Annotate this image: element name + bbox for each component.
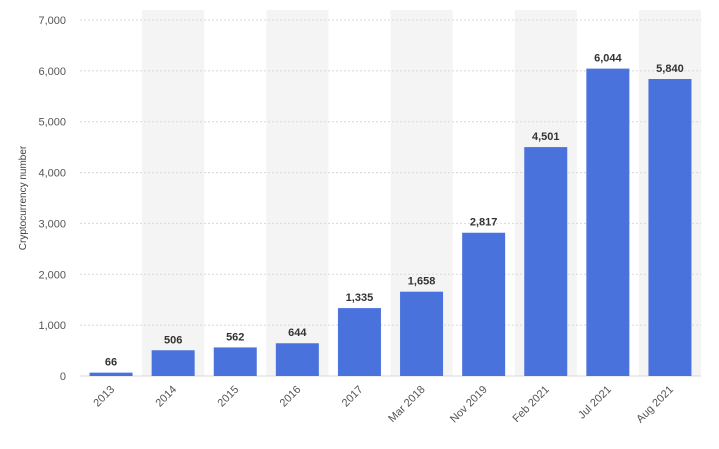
x-tick-label: 2015: [216, 384, 242, 410]
x-tick-label: 2017: [340, 384, 366, 410]
background-band: [266, 10, 329, 376]
x-tick-label: 2013: [91, 384, 117, 410]
bar: [586, 68, 630, 376]
y-tick-label: 7,000: [38, 15, 66, 27]
bar: [400, 291, 444, 376]
bar: [213, 347, 257, 376]
y-tick-label: 0: [60, 371, 66, 383]
data-label: 6,044: [594, 53, 622, 65]
background-band: [142, 10, 205, 376]
data-labels: 66 506 562 644 1,335 1,658 2,817 4,501 6,044 5,84…: [105, 53, 684, 369]
y-tick-label: 2,000: [38, 269, 66, 281]
y-tick-label: 1,000: [38, 320, 66, 332]
data-label: 644: [288, 327, 307, 339]
x-tick-label: 2016: [278, 384, 304, 410]
bar: [89, 372, 133, 376]
y-tick-label: 3,000: [38, 218, 66, 230]
data-label: 2,817: [470, 217, 498, 229]
x-tick-label: Jul 2021: [576, 384, 614, 422]
bar: [462, 232, 506, 376]
bar: [648, 78, 692, 376]
data-label: 562: [226, 331, 244, 343]
y-tick-label: 6,000: [38, 66, 66, 78]
data-label: 4,501: [532, 131, 560, 143]
bar: [275, 343, 319, 376]
x-tick-label: Feb 2021: [511, 384, 552, 425]
x-tick-label: 2014: [153, 384, 179, 410]
bars: [89, 68, 692, 376]
y-tick-label: 4,000: [38, 168, 66, 180]
y-axis-ticks: 0 1,000 2,000 3,000 4,000 5,000 6,000 7,000: [38, 15, 66, 383]
data-label: 1,658: [408, 276, 436, 288]
x-tick-label: Mar 2018: [386, 384, 427, 425]
data-label: 1,335: [346, 292, 374, 304]
x-tick-label: Aug 2021: [634, 384, 676, 426]
y-axis-title: Cryptocurrency number: [18, 145, 29, 250]
data-label: 66: [105, 357, 117, 369]
bar: [337, 308, 381, 376]
bar: [151, 350, 195, 376]
y-tick-label: 5,000: [38, 117, 66, 129]
data-label: 506: [164, 334, 182, 346]
x-tick-label: Nov 2019: [448, 384, 490, 426]
data-label: 5,840: [656, 63, 684, 75]
bar: [524, 147, 568, 376]
x-axis-ticks: 2013 2014 2015 2016 2017 Mar 2018 Nov 2019 Feb …: [91, 384, 676, 426]
